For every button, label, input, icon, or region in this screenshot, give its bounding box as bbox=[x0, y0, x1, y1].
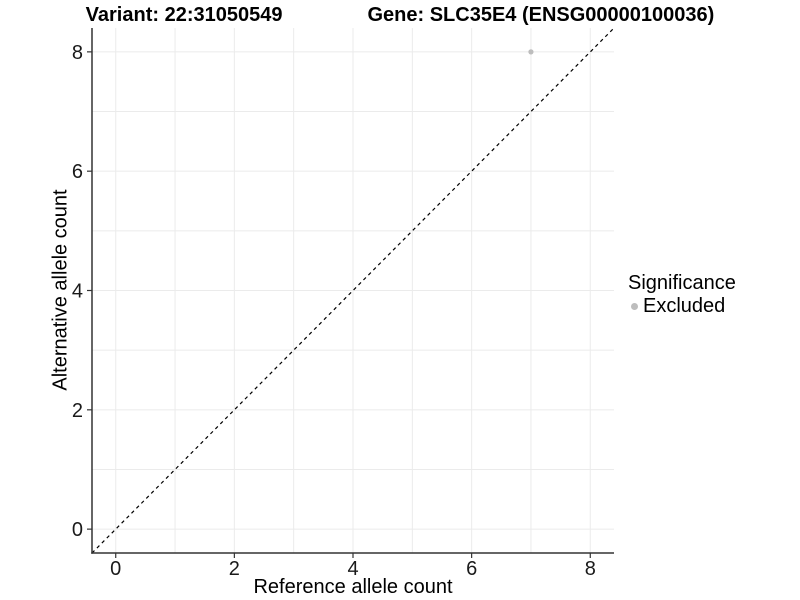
identity-reference-line bbox=[91, 27, 615, 554]
x-axis-title: Reference allele count bbox=[253, 576, 453, 598]
variant-title: Variant: 22:31050549 bbox=[85, 4, 283, 26]
y-tick-label: 2 bbox=[72, 400, 83, 422]
x-tick-label: 8 bbox=[585, 558, 596, 580]
x-tick-label: 4 bbox=[347, 558, 358, 580]
legend: Significance Excluded bbox=[628, 272, 736, 317]
legend-item-label: Excluded bbox=[643, 295, 726, 317]
plot-title: Variant: 22:31050549 Gene: SLC35E4 (ENSG… bbox=[0, 4, 800, 27]
y-tick-label: 8 bbox=[72, 42, 83, 64]
x-tick-label: 2 bbox=[229, 558, 240, 580]
legend-item-excluded: Excluded bbox=[631, 295, 736, 317]
y-tick-label: 4 bbox=[72, 281, 83, 303]
gene-title: Gene: SLC35E4 (ENSG00000100036) bbox=[367, 4, 715, 26]
legend-point-icon bbox=[631, 302, 638, 310]
data-point bbox=[528, 49, 534, 55]
y-tick-label: 0 bbox=[72, 519, 83, 541]
x-tick-label: 6 bbox=[466, 558, 477, 580]
y-axis-title: Alternative allele count bbox=[49, 189, 72, 391]
y-tick-label: 6 bbox=[72, 161, 83, 183]
x-tick-label: 0 bbox=[110, 558, 121, 580]
legend-title: Significance bbox=[628, 272, 736, 294]
